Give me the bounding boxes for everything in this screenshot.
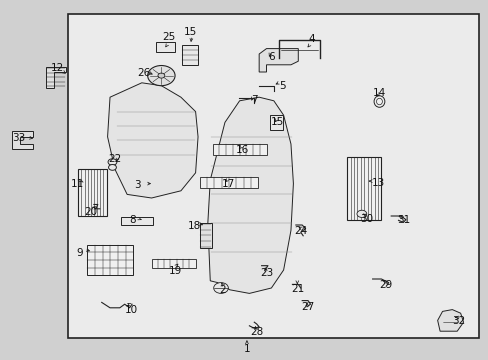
Text: 19: 19	[168, 266, 182, 276]
Text: 29: 29	[379, 280, 392, 290]
Text: 4: 4	[308, 33, 315, 44]
Circle shape	[108, 159, 117, 165]
Text: 28: 28	[249, 327, 263, 337]
Text: 10: 10	[124, 305, 137, 315]
Bar	[199, 223, 211, 248]
Text: 14: 14	[371, 88, 385, 98]
Bar	[346, 157, 381, 220]
Polygon shape	[259, 49, 298, 72]
Text: 2: 2	[219, 285, 225, 295]
Text: 31: 31	[396, 215, 409, 225]
Text: 22: 22	[108, 154, 122, 164]
Text: 12: 12	[51, 63, 64, 73]
Text: 17: 17	[222, 179, 235, 189]
Text: 26: 26	[137, 68, 151, 78]
Circle shape	[356, 210, 366, 217]
Text: 30: 30	[360, 214, 372, 224]
Text: 16: 16	[235, 145, 248, 156]
Text: 23: 23	[259, 268, 273, 278]
Text: 1: 1	[243, 344, 250, 354]
Bar	[212, 144, 266, 155]
Bar	[78, 169, 106, 216]
Bar	[68, 14, 478, 338]
Text: 6: 6	[267, 51, 274, 62]
Text: 25: 25	[162, 32, 175, 42]
Text: 11: 11	[70, 179, 84, 189]
Bar	[199, 177, 258, 188]
Text: 20: 20	[84, 207, 97, 217]
Circle shape	[108, 165, 116, 170]
Polygon shape	[437, 310, 463, 331]
Polygon shape	[46, 67, 66, 88]
Circle shape	[147, 66, 175, 86]
Text: 5: 5	[278, 81, 285, 91]
Text: 27: 27	[301, 302, 314, 312]
Ellipse shape	[373, 96, 384, 107]
Bar	[151, 259, 195, 268]
Circle shape	[213, 283, 228, 293]
Text: 7: 7	[250, 95, 257, 105]
Text: 15: 15	[270, 117, 284, 127]
Text: 15: 15	[183, 27, 197, 37]
Text: 24: 24	[293, 226, 307, 236]
Text: 18: 18	[187, 221, 201, 231]
Text: 13: 13	[370, 178, 384, 188]
Bar	[182, 45, 198, 65]
Polygon shape	[12, 131, 33, 149]
Text: 8: 8	[129, 215, 136, 225]
Text: 3: 3	[134, 180, 141, 190]
Bar	[156, 42, 175, 52]
Bar	[270, 115, 282, 130]
Polygon shape	[207, 97, 293, 293]
Bar	[87, 245, 133, 275]
Text: 21: 21	[291, 284, 305, 294]
Polygon shape	[107, 83, 198, 198]
Text: 33: 33	[12, 132, 25, 143]
Bar	[121, 217, 153, 225]
Text: 32: 32	[451, 316, 465, 326]
Text: 9: 9	[76, 248, 82, 258]
Circle shape	[158, 73, 164, 78]
